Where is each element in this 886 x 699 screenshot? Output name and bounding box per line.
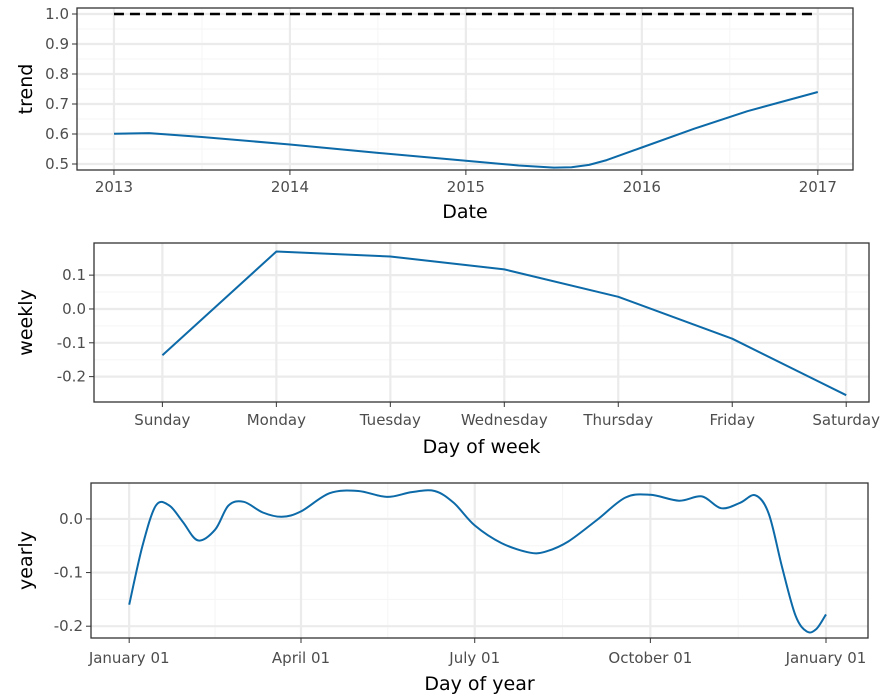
yearly-x-axis-title: Day of year xyxy=(424,673,534,695)
weekly-panel-border xyxy=(93,242,870,403)
weekly-y-tick-label: -0.2 xyxy=(57,368,86,386)
weekly-x-tick-label: Friday xyxy=(710,411,756,429)
yearly-panel-border xyxy=(90,482,869,639)
weekly-line xyxy=(161,250,847,397)
yearly-x-tick-label: October 01 xyxy=(608,649,692,667)
weekly-x-tick-label: Saturday xyxy=(812,411,880,429)
yearly-y-tick-label: -0.1 xyxy=(54,564,83,582)
trend-x-tick-label: 2017 xyxy=(799,178,837,196)
yearly-x-tick-label: July 01 xyxy=(448,649,500,667)
weekly-y-axis-title: weekly xyxy=(15,289,37,355)
weekly-panel xyxy=(89,242,870,407)
weekly-x-tick-label: Tuesday xyxy=(359,411,421,429)
yearly-y-axis-title: yearly xyxy=(15,531,37,590)
weekly-x-tick-label: Wednesday xyxy=(461,411,548,429)
weekly-y-tick-label: 0.0 xyxy=(62,300,86,318)
trend-x-tick-label: 2016 xyxy=(623,178,661,196)
trend-y-tick-label: 0.5 xyxy=(45,155,69,173)
yearly-x-tick-label: January 01 xyxy=(88,649,170,667)
yearly-x-tick-label: April 01 xyxy=(272,649,330,667)
weekly-x-tick-label: Sunday xyxy=(134,411,190,429)
trend-y-tick-label: 0.8 xyxy=(45,65,69,83)
trend-y-axis-title: trend xyxy=(15,64,37,115)
yearly-y-tick-label: 0.0 xyxy=(59,510,83,528)
trend-x-axis-title: Date xyxy=(442,201,487,223)
weekly-x-axis-title: Day of week xyxy=(423,436,541,458)
trend-y-tick-label: 1.0 xyxy=(45,5,69,23)
trend-line xyxy=(113,91,819,169)
trend-x-tick-label: 2013 xyxy=(95,178,133,196)
trend-y-tick-label: 0.6 xyxy=(45,125,69,143)
yearly-y-tick-label: -0.2 xyxy=(54,617,83,635)
yearly-panel xyxy=(86,482,869,643)
weekly-y-tick-label: -0.1 xyxy=(57,334,86,352)
trend-panel-border xyxy=(76,7,854,171)
weekly-x-tick-label: Monday xyxy=(247,411,306,429)
yearly-line xyxy=(128,489,827,634)
trend-x-tick-label: 2015 xyxy=(447,178,485,196)
weekly-y-tick-label: 0.1 xyxy=(62,266,86,284)
yearly-x-tick-label: January 01 xyxy=(785,649,867,667)
trend-y-tick-label: 0.7 xyxy=(45,95,69,113)
weekly-x-tick-label: Thursday xyxy=(582,411,653,429)
trend-x-tick-label: 2014 xyxy=(271,178,309,196)
trend-y-tick-label: 0.9 xyxy=(45,35,69,53)
trend-panel xyxy=(72,7,854,175)
